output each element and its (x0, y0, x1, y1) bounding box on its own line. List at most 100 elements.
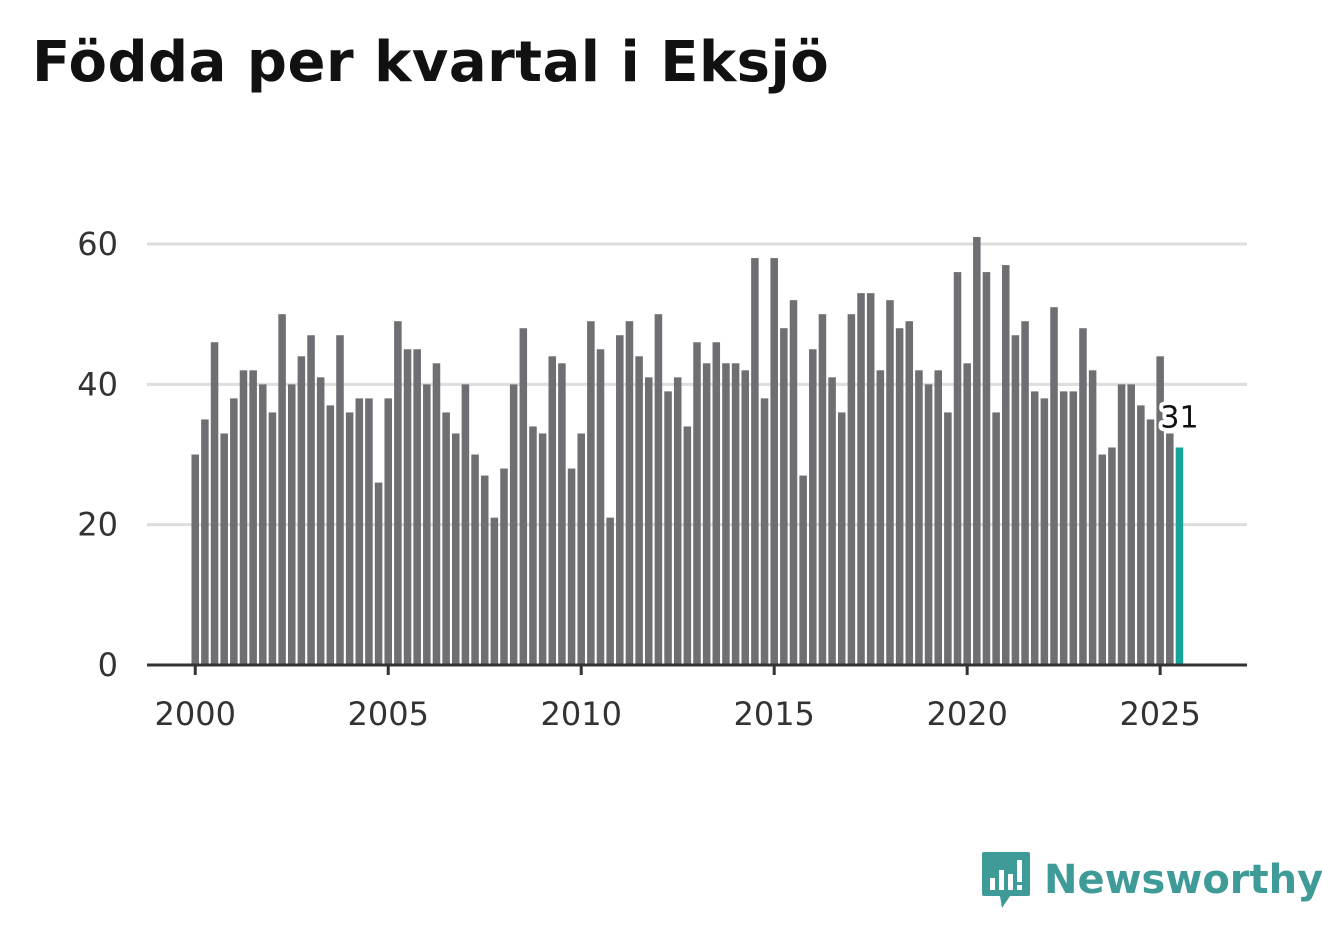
bar (230, 398, 238, 665)
bar (1156, 356, 1164, 665)
bar (1127, 384, 1135, 665)
bar (683, 426, 692, 665)
bar (461, 384, 470, 665)
bar (287, 384, 296, 665)
bar (268, 412, 277, 665)
last-value-label: 31 (1160, 401, 1198, 436)
bar (693, 342, 701, 665)
bar (606, 517, 614, 665)
bar (210, 342, 219, 665)
x-tick-label: 2020 (926, 695, 1007, 733)
bar (1117, 384, 1126, 665)
bar (722, 363, 730, 665)
bar (1040, 398, 1049, 665)
brand-name: Newsworthy (1044, 857, 1322, 903)
bar (239, 370, 248, 665)
bar (664, 391, 672, 665)
bar (731, 363, 740, 665)
y-tick-label: 0 (98, 646, 118, 684)
bar (326, 405, 335, 665)
bar (963, 363, 971, 665)
bar (519, 328, 528, 665)
bar (336, 335, 344, 665)
bar (509, 384, 518, 665)
bar (471, 454, 479, 665)
chart-title: Födda per kvartal i Eksjö (32, 30, 830, 95)
bar (1059, 391, 1068, 665)
bar (529, 426, 537, 665)
bar (654, 314, 663, 665)
bar (644, 377, 653, 665)
bar (673, 377, 682, 665)
bar (423, 384, 431, 665)
bar (259, 384, 267, 665)
bar (384, 398, 392, 665)
bar (982, 272, 991, 665)
bar (895, 328, 904, 665)
bars (191, 237, 1184, 666)
bar (1137, 405, 1145, 665)
bar (1050, 307, 1058, 665)
bar (789, 300, 798, 665)
bar (616, 335, 624, 665)
bar (394, 321, 402, 665)
bar (345, 412, 354, 665)
bar (760, 398, 769, 665)
bar (905, 321, 914, 665)
bar (992, 412, 1000, 665)
bar (625, 321, 634, 665)
bar (191, 454, 200, 665)
bar (1002, 265, 1010, 665)
axes (147, 663, 1247, 675)
bar (249, 370, 257, 665)
bar (751, 258, 759, 665)
bar (818, 314, 827, 665)
bar (712, 342, 721, 665)
bar (201, 419, 209, 665)
bar (847, 314, 856, 665)
bar (297, 356, 306, 665)
bar (799, 475, 807, 665)
bar (857, 293, 865, 665)
bar (741, 370, 750, 665)
bar (1098, 454, 1107, 665)
bar (452, 433, 460, 665)
bar (1079, 328, 1087, 665)
bar (365, 398, 373, 665)
bar (886, 300, 894, 665)
bar (374, 482, 383, 665)
x-tick-label: 2000 (155, 695, 236, 733)
bar (944, 412, 952, 665)
bar (500, 468, 508, 665)
bar (934, 370, 942, 665)
bar (702, 363, 711, 665)
bar (1088, 370, 1097, 665)
bar (403, 349, 412, 665)
bar (973, 237, 981, 666)
bar (538, 433, 547, 665)
y-tick-label: 20 (77, 506, 118, 544)
bar (307, 335, 315, 665)
bar (558, 363, 566, 665)
bar (577, 433, 585, 665)
bar (316, 377, 325, 665)
bar (866, 293, 875, 665)
bar (1146, 419, 1155, 665)
bar (1011, 335, 1020, 665)
bar (1030, 391, 1039, 665)
bar (413, 349, 421, 665)
bar (780, 328, 788, 665)
newsworthy-logo: Newsworthy (980, 850, 1322, 910)
bar (432, 363, 441, 665)
bar (596, 349, 605, 665)
bar (587, 321, 595, 665)
tick-labels: 0 20 40 60 2000 2005 2010 2015 2020 2025 31 (77, 225, 1202, 733)
newsworthy-logo-icon (982, 852, 1030, 908)
bar (953, 272, 962, 665)
bar (635, 356, 643, 665)
bar (809, 349, 817, 665)
bar (490, 517, 499, 665)
bar-highlighted (1175, 447, 1184, 665)
x-tick-label: 2025 (1119, 695, 1200, 733)
bar (355, 398, 364, 665)
